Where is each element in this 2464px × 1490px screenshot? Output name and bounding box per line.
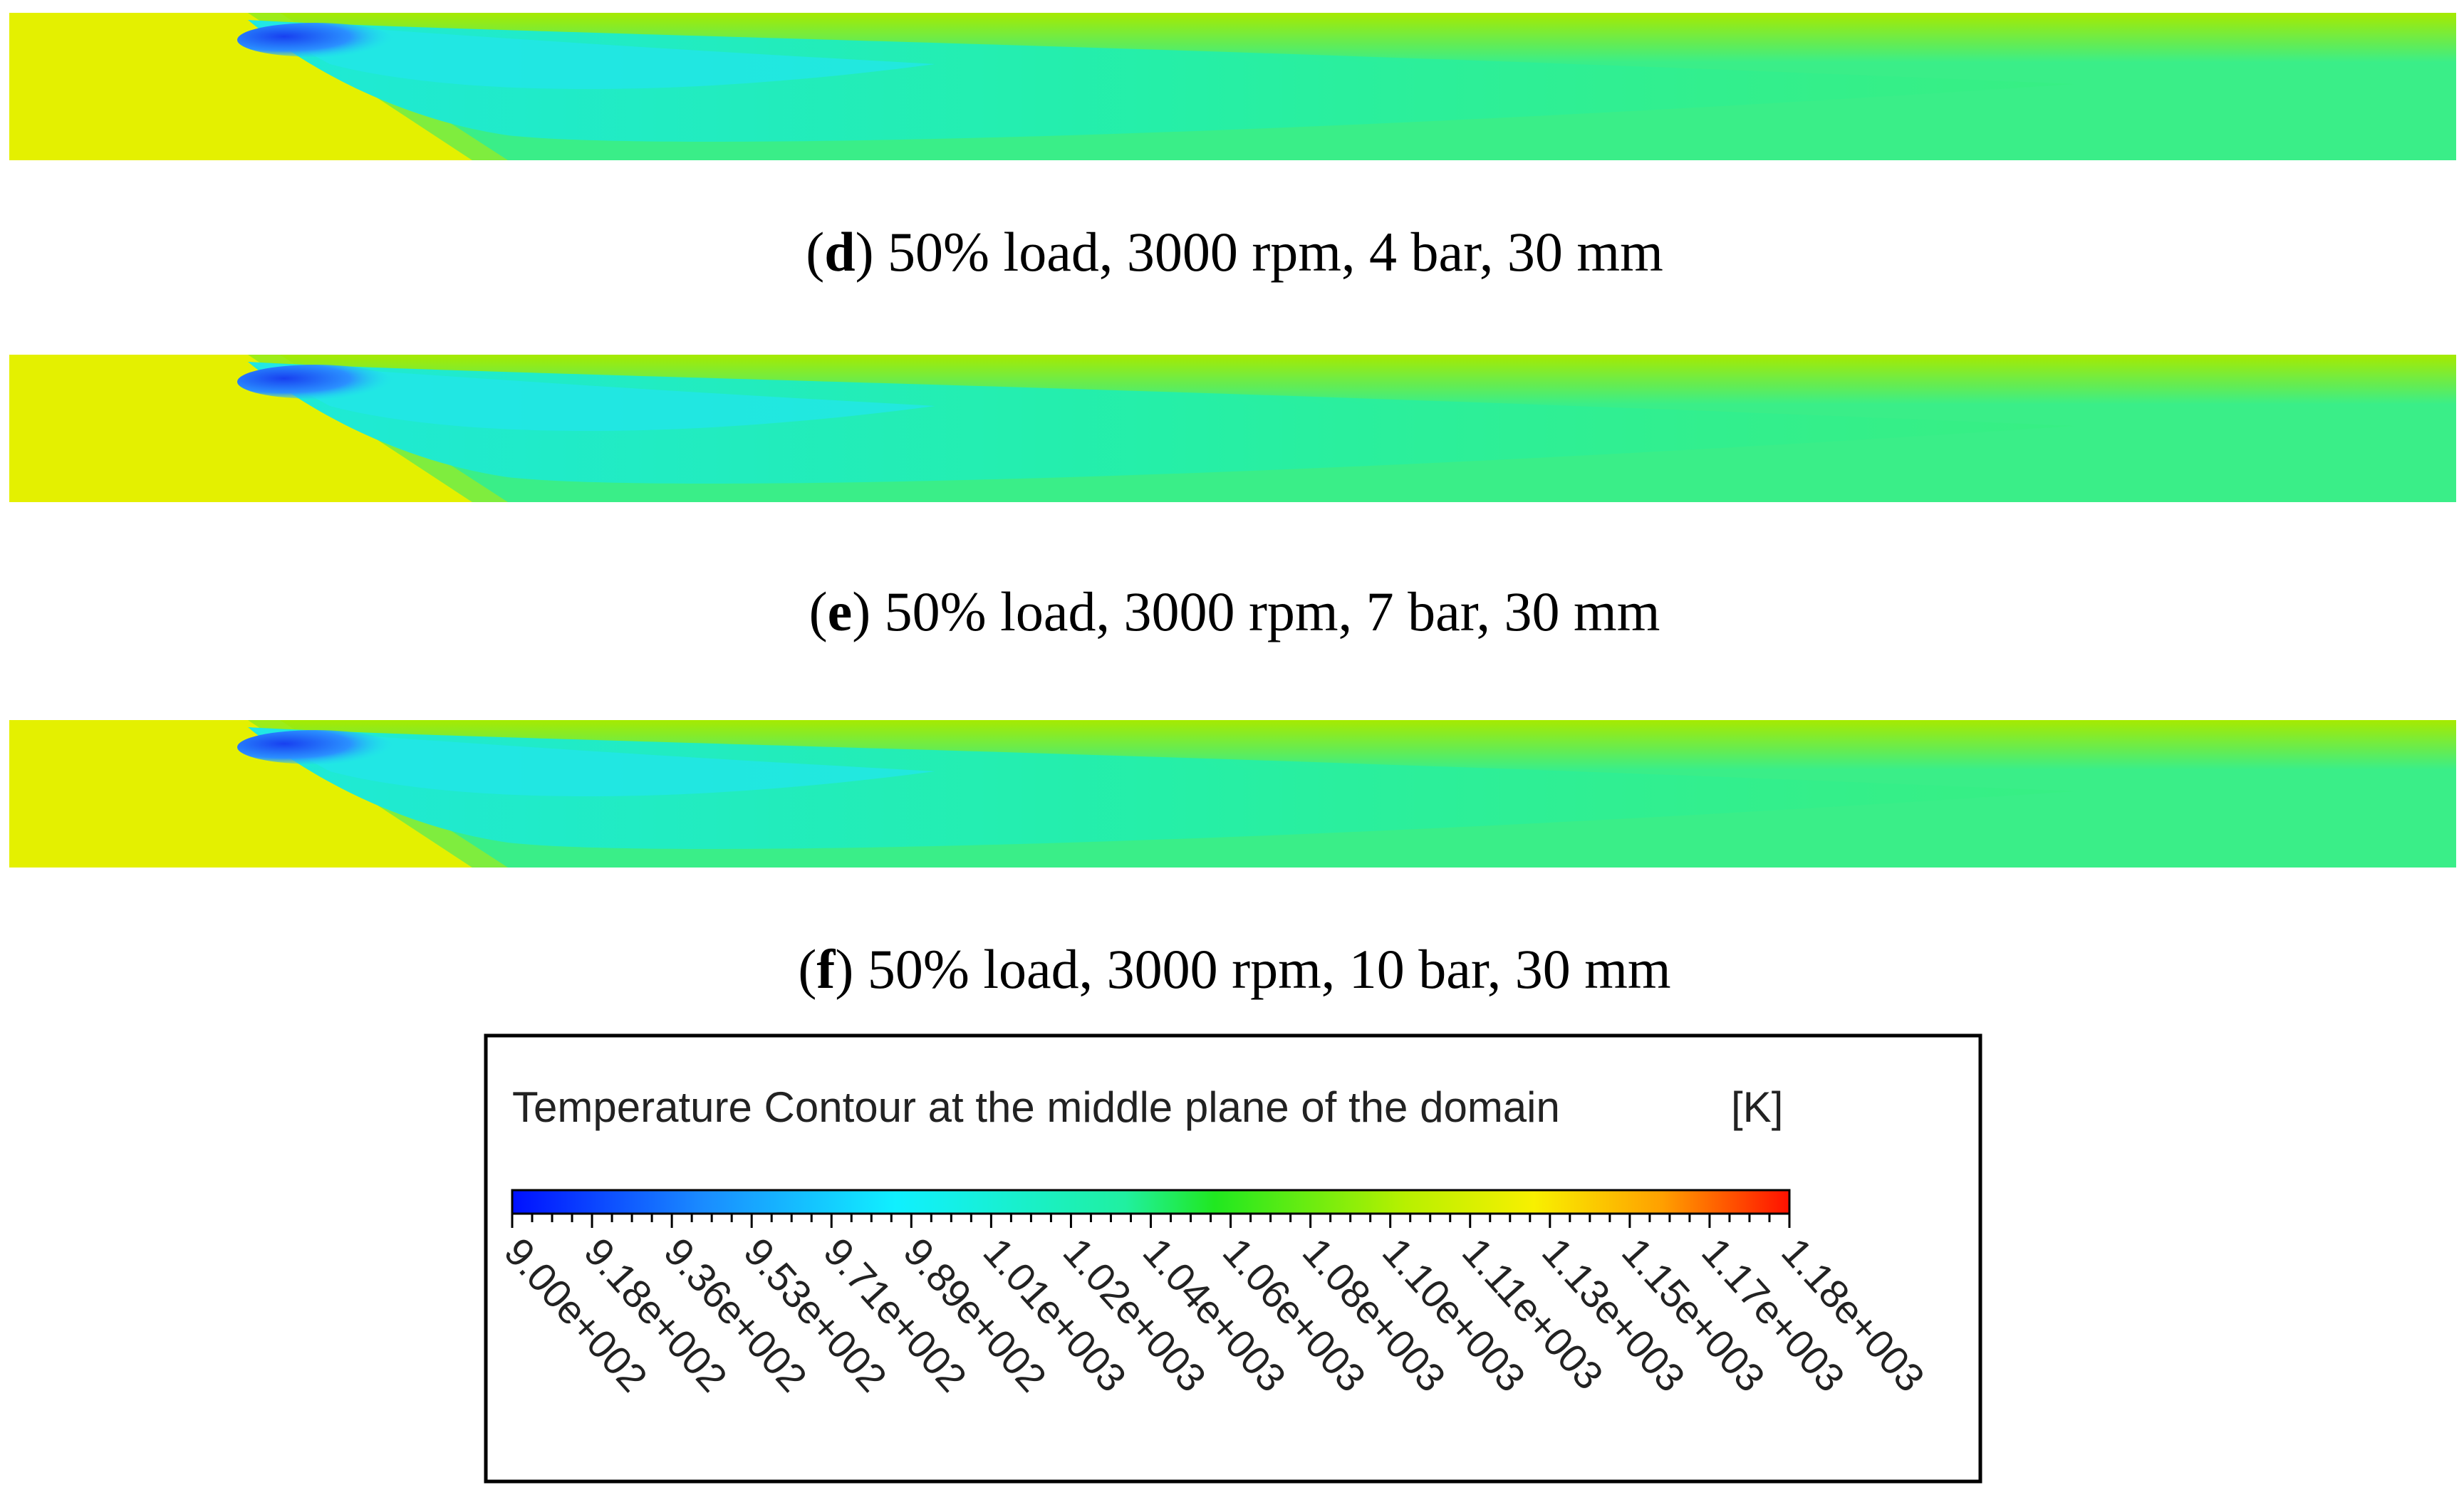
caption-part: ) 50% load, 3000 rpm, 4 bar, 30 mm xyxy=(856,221,1663,283)
colorbar xyxy=(511,1189,1791,1215)
caption-part: ) 50% load, 3000 rpm, 7 bar, 30 mm xyxy=(852,580,1660,642)
legend-unit: [K] xyxy=(1731,1083,1783,1131)
caption-part: ( xyxy=(806,221,824,283)
caption-letter: f xyxy=(816,938,836,1000)
legend-box xyxy=(484,1033,1982,1484)
caption-part: ) 50% load, 3000 rpm, 10 bar, 30 mm xyxy=(835,938,1670,1000)
caption-part: ( xyxy=(798,938,816,1000)
caption: (f) 50% load, 3000 rpm, 10 bar, 30 mm xyxy=(798,938,1670,1000)
caption-letter: d xyxy=(824,221,855,283)
caption-part: ( xyxy=(809,580,828,642)
contour-plot xyxy=(9,355,2456,502)
caption: (e) 50% load, 3000 rpm, 7 bar, 30 mm xyxy=(809,580,1660,642)
caption-letter: e xyxy=(828,580,853,642)
contour-plot xyxy=(9,13,2456,160)
caption: (d) 50% load, 3000 rpm, 4 bar, 30 mm xyxy=(806,221,1663,283)
contour-plot xyxy=(9,720,2456,868)
legend-title: Temperature Contour at the middle plane … xyxy=(512,1083,1560,1131)
